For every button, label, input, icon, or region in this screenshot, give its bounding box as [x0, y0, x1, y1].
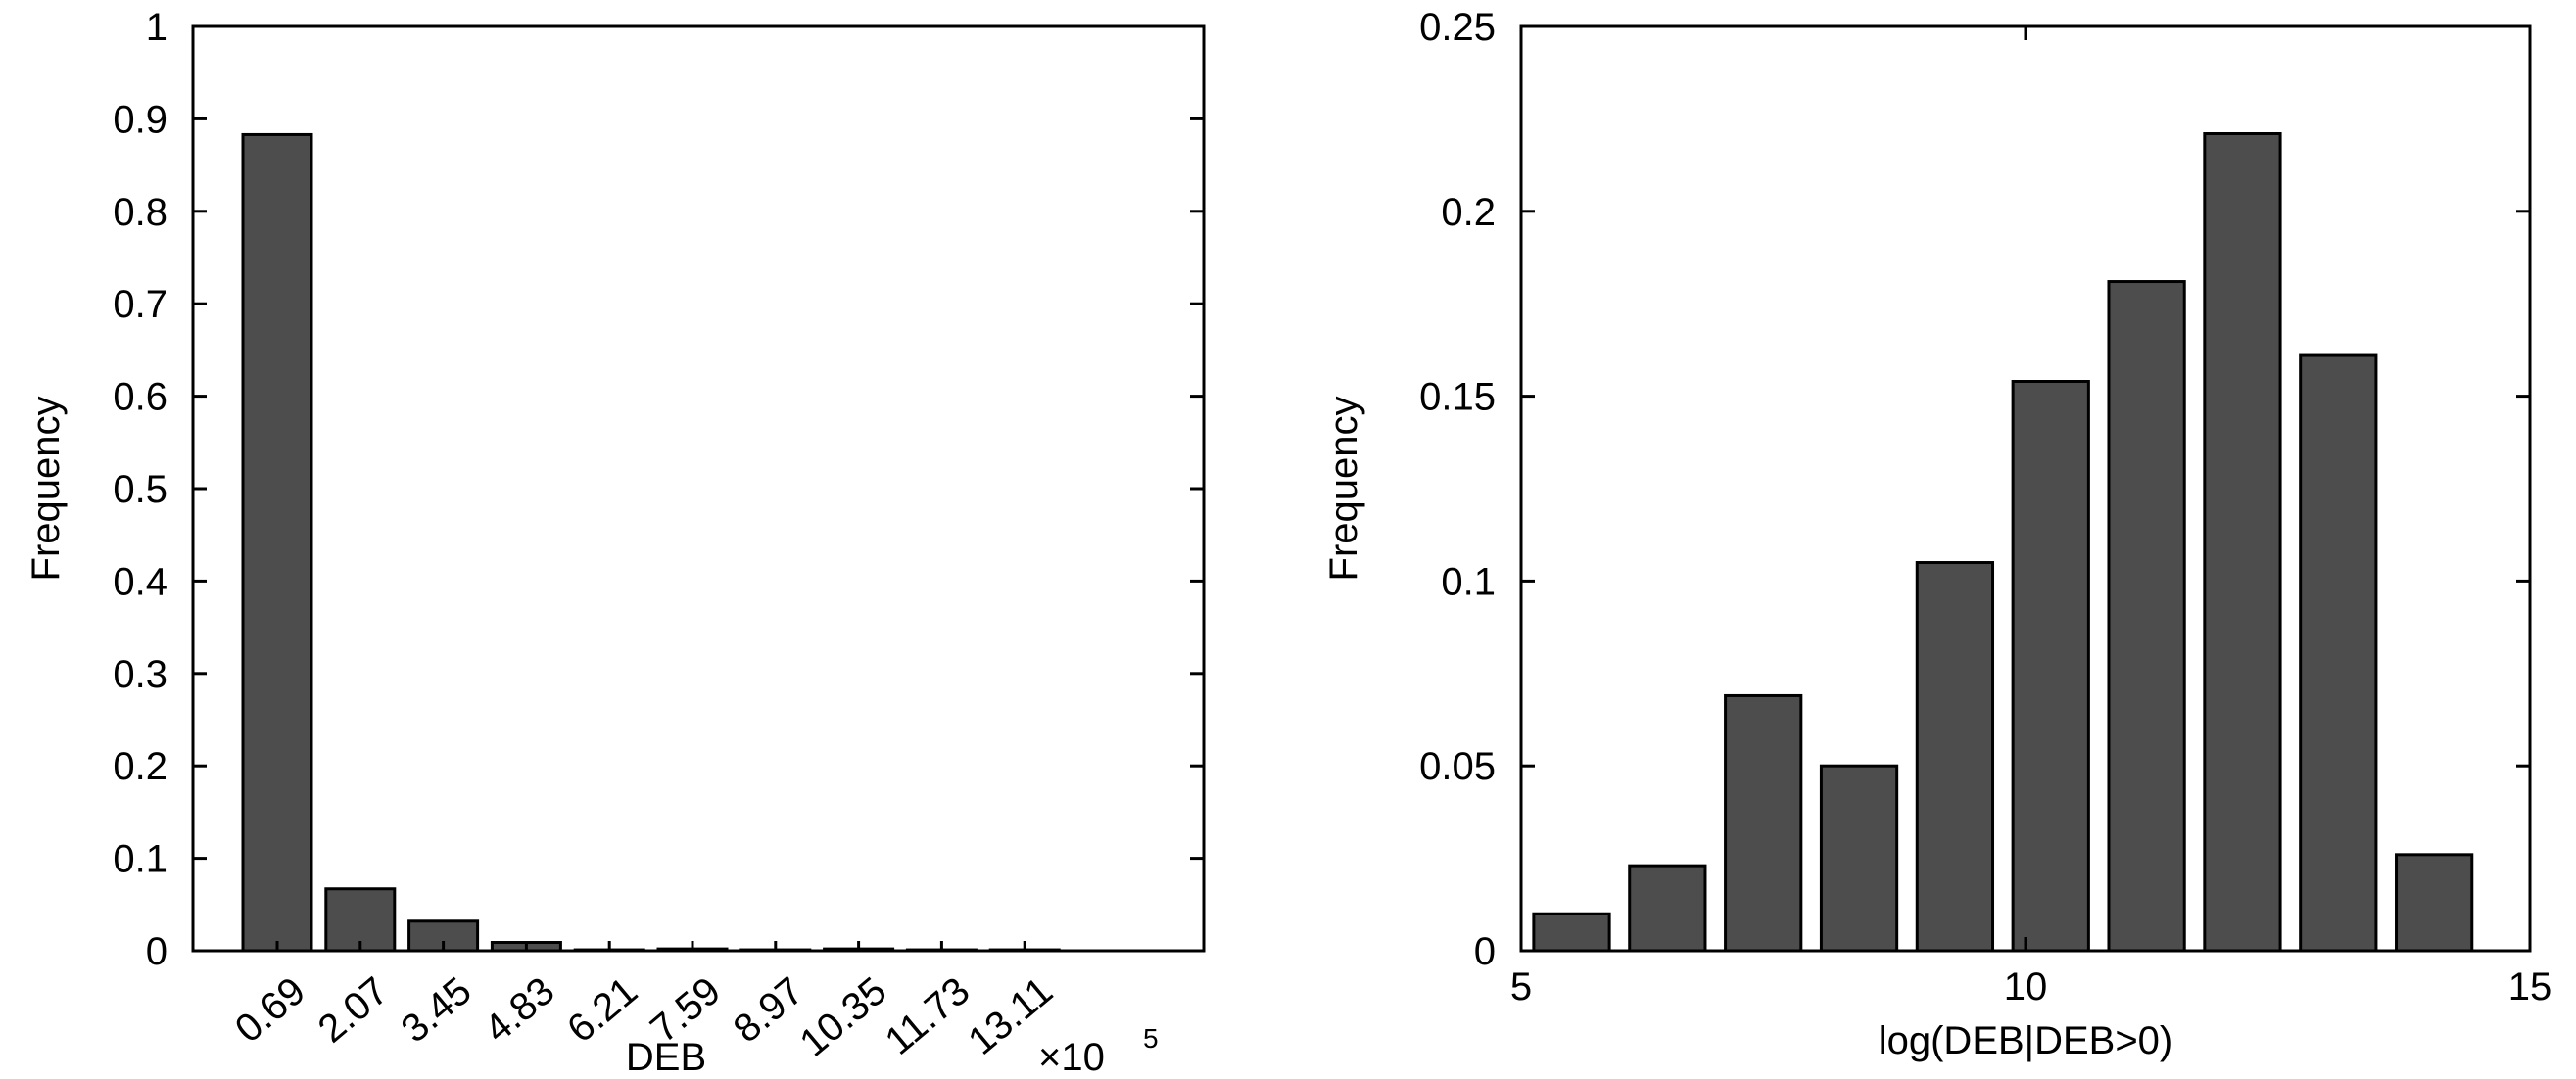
- right-histogram-panel: 0 0.05 0.1 0.15 0.2 0.25 5 10 15 Frequency log(…: [1322, 6, 2552, 1062]
- right-y-tick-label-0.25: 0.25: [1419, 6, 1496, 49]
- right-bars: [1532, 132, 2474, 953]
- left-x-tick-label-11.73: 11.73: [878, 969, 978, 1063]
- left-bars: [241, 132, 1061, 953]
- right-y-tick-label-0.05: 0.05: [1419, 745, 1496, 788]
- right-x-tick-label-10: 10: [2004, 965, 2048, 1009]
- right-bar-9: [2299, 353, 2378, 953]
- right-bar-6: [2011, 379, 2090, 953]
- left-y-tick-label-0: 0: [146, 930, 167, 973]
- left-y-axis-label: Frequency: [24, 397, 68, 582]
- right-y-tick-label-0.2: 0.2: [1441, 191, 1496, 234]
- left-x-axis-label: DEB: [626, 1036, 706, 1079]
- left-x-tick-label-4.83: 4.83: [476, 969, 562, 1052]
- left-bar-0.69: [241, 132, 313, 953]
- left-x-tick-label-0.69: 0.69: [227, 969, 313, 1052]
- left-y-tick-label-0.3: 0.3: [113, 653, 167, 696]
- left-y-tick-label-1: 1: [146, 6, 167, 49]
- left-y-tick-label-0.4: 0.4: [113, 560, 167, 603]
- right-x-axis-label: log(DEB|DEB>0): [1879, 1019, 2173, 1062]
- left-y-tick-label-0.7: 0.7: [113, 283, 167, 326]
- right-bar-3: [1724, 693, 1803, 953]
- left-x-tick-label-10.35: 10.35: [792, 969, 895, 1065]
- left-y-tick-label-0.2: 0.2: [113, 745, 167, 788]
- right-bar-10: [2395, 853, 2474, 953]
- left-x-tick-label-3.45: 3.45: [394, 969, 480, 1052]
- left-y-tick-label-0.5: 0.5: [113, 468, 167, 511]
- left-y-tick-label-0.1: 0.1: [113, 838, 167, 881]
- right-x-tick-label-5: 5: [1510, 965, 1532, 1009]
- right-bar-4: [1819, 764, 1899, 953]
- left-histogram-panel: 0 0.1 0.2 0.3 0.4 0.5 0.6 0.7 0.8 0.9 1 0.692.073.…: [24, 6, 1206, 1079]
- left-plot-frame: [191, 24, 1206, 953]
- right-bar-2: [1628, 864, 1707, 953]
- right-y-ticks: 0 0.05 0.1 0.15 0.2 0.25: [1419, 6, 2530, 973]
- left-y-tick-label-0.9: 0.9: [113, 98, 167, 141]
- right-bar-5: [1915, 561, 1995, 953]
- right-bar-1: [1532, 912, 1611, 953]
- left-x-multiplier-exponent: 5: [1143, 1023, 1159, 1054]
- right-bar-8: [2203, 132, 2282, 953]
- left-y-tick-label-0.6: 0.6: [113, 376, 167, 419]
- left-x-tick-label-2.07: 2.07: [310, 969, 397, 1052]
- right-y-tick-label-0.1: 0.1: [1441, 560, 1496, 603]
- left-x-multiplier: ×10 5: [1038, 1023, 1159, 1079]
- right-x-tick-label-15: 15: [2508, 965, 2552, 1009]
- right-y-tick-label-0: 0: [1474, 930, 1496, 973]
- left-x-multiplier-base: ×10: [1038, 1036, 1105, 1079]
- right-bar-7: [2107, 280, 2186, 953]
- left-y-ticks: 0 0.1 0.2 0.3 0.4 0.5 0.6 0.7 0.8 0.9 1: [113, 6, 1204, 973]
- left-y-tick-label-0.8: 0.8: [113, 191, 167, 234]
- right-x-ticks: 5 10 15: [1510, 26, 2552, 1009]
- right-y-axis-label: Frequency: [1322, 397, 1365, 582]
- right-y-tick-label-0.15: 0.15: [1419, 376, 1496, 419]
